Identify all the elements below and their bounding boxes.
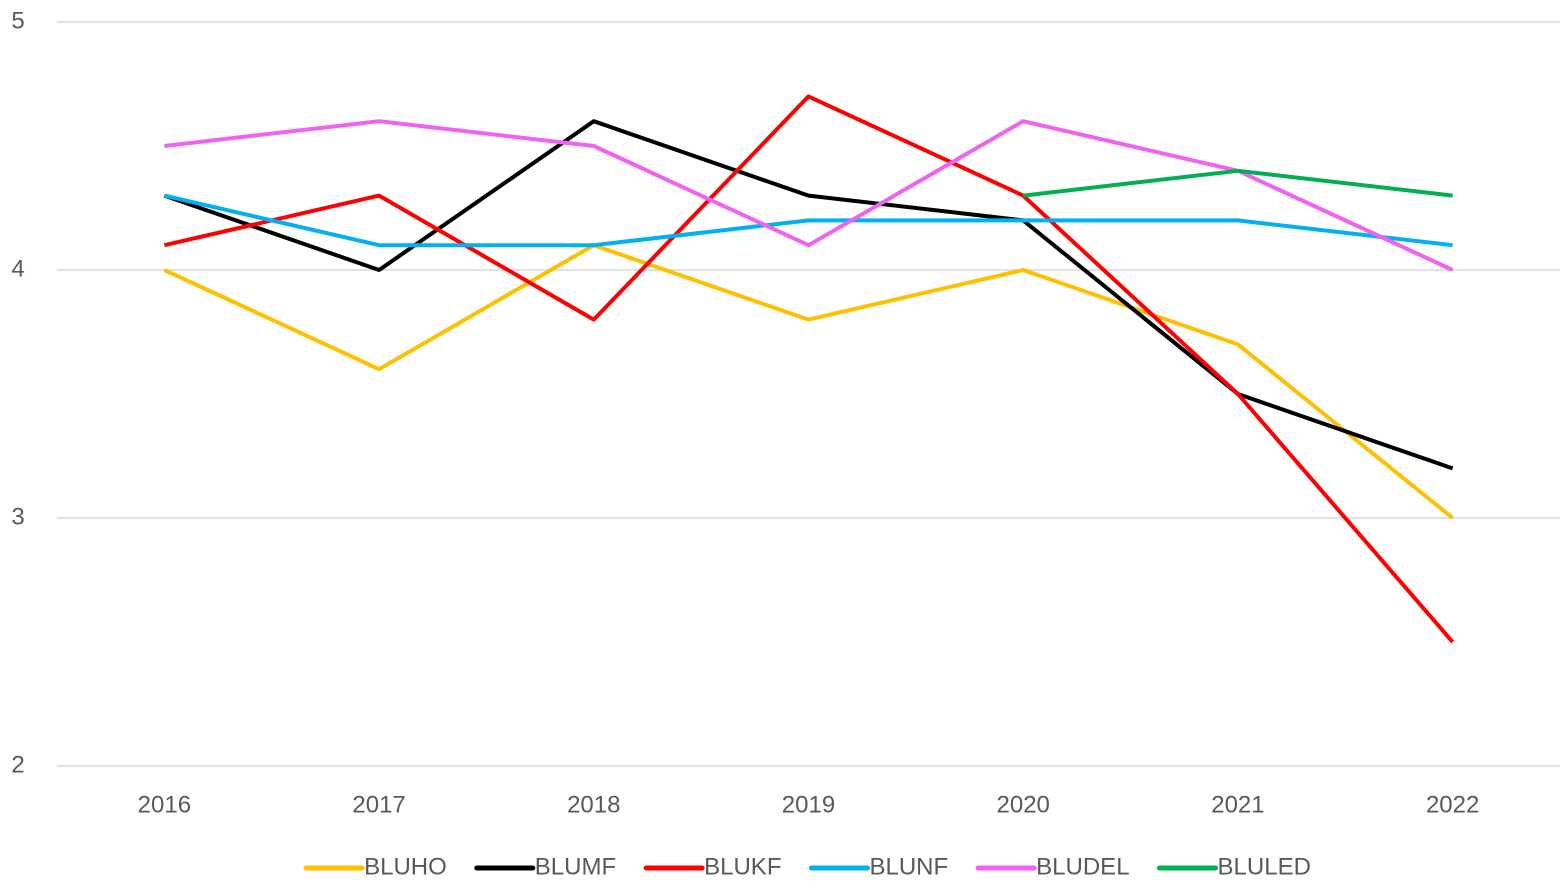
x-tick-label: 2018 [567, 791, 620, 818]
legend: BLUHO BLUMF BLUKF BLUNF BLUDEL BLULED [303, 853, 1311, 880]
series-line [163, 94, 1455, 644]
legend-label: BLUNF [869, 853, 948, 880]
legend-label: BLUHO [364, 853, 447, 880]
y-tick-label: 4 [11, 255, 24, 282]
legend-label: BLULED [1218, 853, 1311, 880]
y-tick-label: 3 [11, 503, 24, 530]
x-tick-label: 2020 [997, 791, 1050, 818]
legend-label: BLUMF [535, 853, 616, 880]
series-line [163, 243, 1454, 520]
x-tick-label: 2019 [782, 791, 835, 818]
series-line [163, 193, 1453, 248]
y-tick-label: 2 [11, 751, 24, 778]
series-line [1022, 168, 1453, 198]
x-tick-label: 2022 [1426, 791, 1479, 818]
x-tick-label: 2021 [1211, 791, 1264, 818]
legend-label: BLUDEL [1036, 853, 1129, 880]
y-tick-label: 5 [11, 7, 24, 34]
x-tick-label: 2016 [138, 791, 191, 818]
legend-label: BLUKF [704, 853, 781, 880]
x-tick-label: 2017 [352, 791, 405, 818]
